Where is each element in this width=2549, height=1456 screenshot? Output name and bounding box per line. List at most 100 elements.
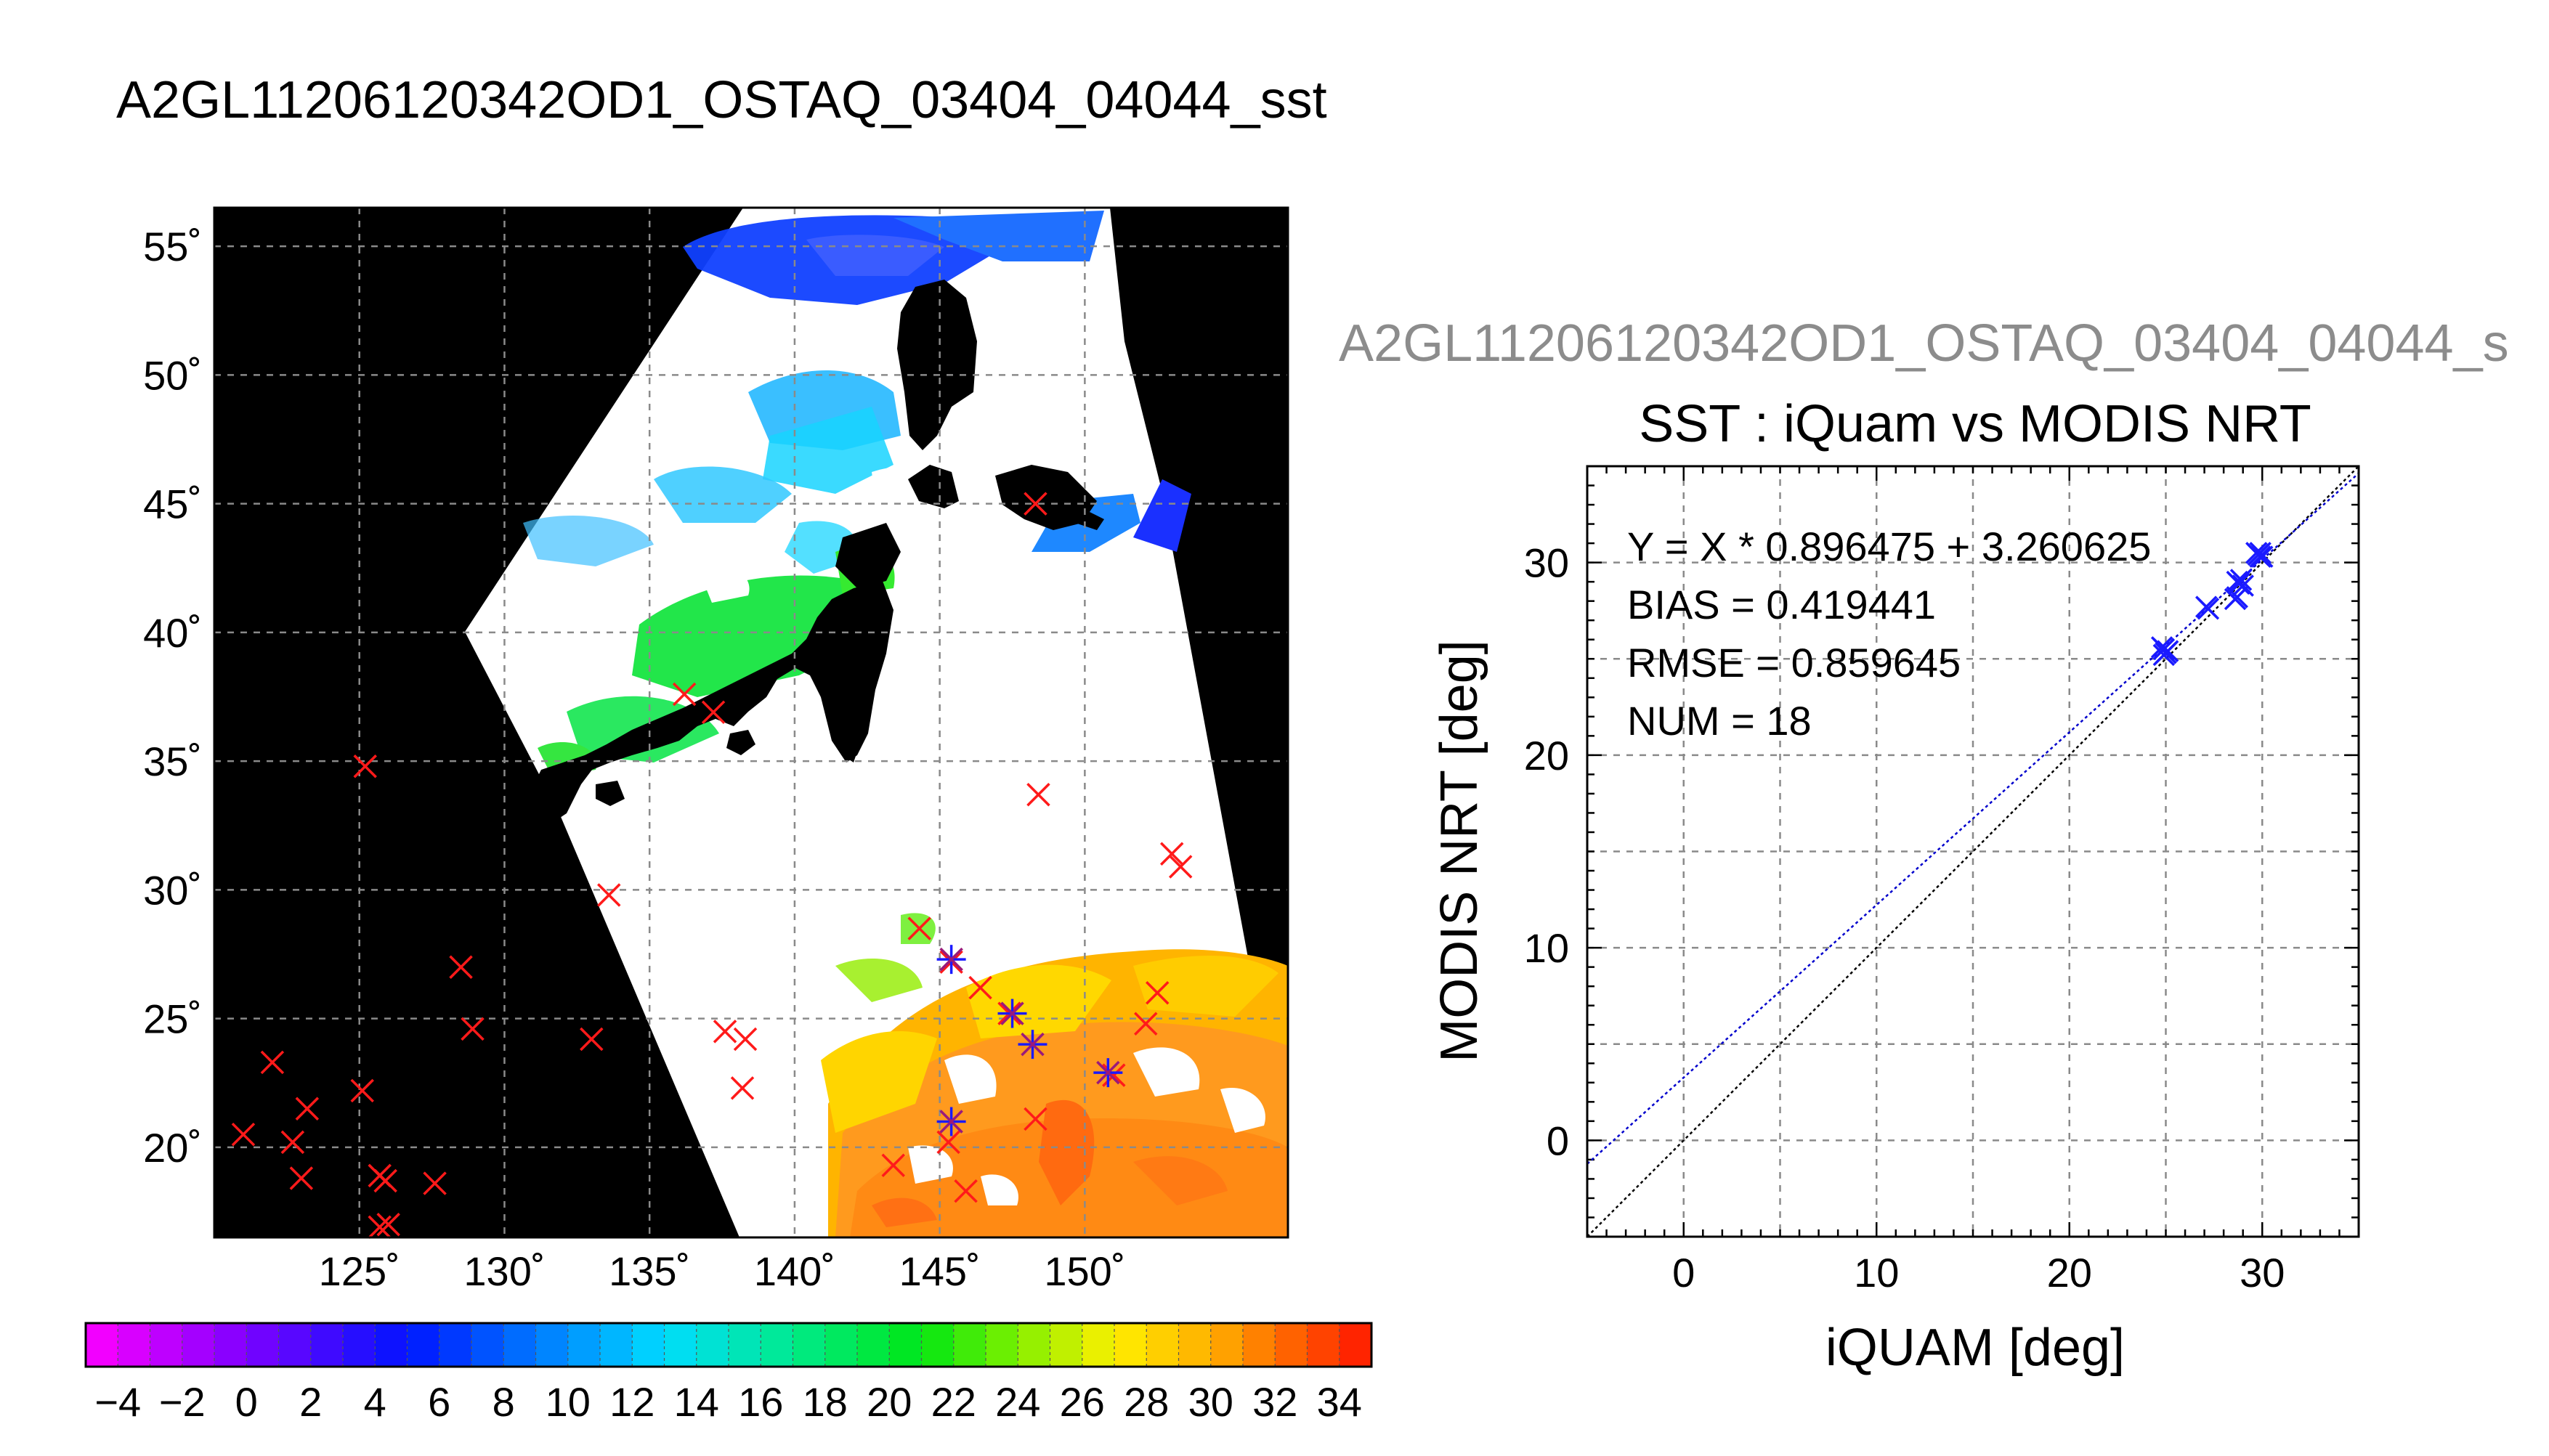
map-insitu-marker [597, 883, 621, 907]
map-frame [213, 206, 1289, 1239]
map-lat-label: 45˚ [143, 481, 202, 527]
colorbar-tick-label: 20 [867, 1379, 912, 1425]
colorbar-tick-label: 12 [609, 1379, 655, 1425]
scatter-point [2226, 570, 2248, 593]
map-insitu-marker [672, 682, 697, 707]
map-insitu-marker [423, 1171, 447, 1195]
colorbar-cell [729, 1323, 761, 1367]
colorbar-cell [182, 1323, 215, 1367]
colorbar-cell [761, 1323, 794, 1367]
colorbar-tick-label: 14 [674, 1379, 719, 1425]
scatter-annotation: RMSE = 0.859645 [1627, 640, 1961, 686]
scatter-y-axis-label: MODIS NRT [deg] [1430, 640, 1488, 1062]
map-lon-label: 150˚ [1044, 1248, 1125, 1294]
map-insitu-marker [1026, 783, 1050, 807]
scatter-annotations: Y = X * 0.896475 + 3.260625 BIAS = 0.4194… [1627, 524, 2151, 744]
scatter-point [2251, 545, 2274, 568]
colorbar-cell [600, 1323, 633, 1367]
map-insitu-marker [954, 1179, 978, 1203]
map-insitu-marker [1168, 855, 1193, 879]
map-insitu-marker [350, 1078, 374, 1103]
colorbar-tick-label: 22 [931, 1379, 976, 1425]
colorbar-cell [1018, 1323, 1051, 1367]
colorbar-cell [664, 1323, 697, 1367]
scatter-y-tick-label: 20 [1524, 733, 1569, 778]
colorbar-cell [1050, 1323, 1083, 1367]
scatter-x-tick-label: 30 [2240, 1250, 2285, 1296]
colorbar-cell [953, 1323, 986, 1367]
map-matchup-markers [936, 945, 1123, 1136]
colorbar-cell [1243, 1323, 1276, 1367]
map-insitu-marker [231, 1122, 256, 1147]
colorbar-tick-label: 34 [1317, 1379, 1362, 1425]
map-lat-label: 50˚ [143, 352, 202, 398]
colorbar-cell [632, 1323, 665, 1367]
map-matchup-cross [1096, 1060, 1120, 1085]
map-matchup-marker [1093, 1058, 1123, 1088]
map-insitu-marker [1102, 1063, 1126, 1087]
map-insitu-marker [730, 1076, 755, 1100]
scatter-plot: SST : iQuam vs MODIS NRT 0 10 20 30 0 10 20 30… [1430, 395, 2360, 1377]
colorbar-tick-label: 16 [738, 1379, 783, 1425]
colorbar-tick-label: −2 [159, 1379, 206, 1425]
colorbar-cell [1307, 1323, 1340, 1367]
colorbar-cell [1339, 1323, 1372, 1367]
scatter-grid [1587, 466, 2359, 1237]
colorbar-cell [150, 1323, 183, 1367]
colorbar-cell [118, 1323, 151, 1367]
map-insitu-marker [701, 700, 726, 725]
map-lat-label: 25˚ [143, 996, 202, 1042]
colorbar-cell [278, 1323, 312, 1367]
map-insitu-marker [1159, 842, 1184, 866]
sst-map: 125˚ 130˚ 135˚ 140˚ 145˚ 150˚ 20˚ 25˚ 30˚ 35˚ 40˚… [143, 206, 1289, 1294]
scatter-annotation: Y = X * 0.896475 + 3.260625 [1627, 524, 2151, 569]
scatter-point [2152, 638, 2176, 661]
scatter-frame [1586, 465, 2360, 1238]
scatter-point [2229, 569, 2253, 591]
colorbar-tick-label: 18 [803, 1379, 848, 1425]
colorbar-tick-label: 4 [364, 1379, 386, 1425]
map-insitu-marker [373, 1168, 397, 1193]
colorbar-cell [1146, 1323, 1180, 1367]
map-lat-label: 20˚ [143, 1125, 202, 1171]
map-matchup-marker [936, 1107, 966, 1136]
map-insitu-marker [968, 975, 992, 1000]
scatter-x-axis-label: iQUAM [deg] [1825, 1319, 2125, 1377]
colorbar-cell [86, 1323, 118, 1367]
colorbar-cell [503, 1323, 537, 1367]
map-lon-label: 145˚ [899, 1248, 981, 1294]
colorbar-cell [407, 1323, 440, 1367]
scatter-point [2226, 586, 2248, 609]
map-matchup-marker [1018, 1030, 1047, 1060]
map-lat-label: 30˚ [143, 867, 202, 913]
map-insitu-marker [289, 1166, 314, 1190]
scatter-annotation: NUM = 18 [1627, 698, 1812, 744]
scatter-point [2152, 643, 2176, 667]
colorbar-cell [824, 1323, 858, 1367]
map-insitu-marker [280, 1130, 305, 1155]
colorbar-cell [1114, 1323, 1147, 1367]
colorbar-cell [696, 1323, 729, 1367]
map-lat-label: 55˚ [143, 224, 202, 269]
colorbar-tick-label: 2 [299, 1379, 322, 1425]
colorbar-cell [246, 1323, 280, 1367]
map-insitu-marker [1024, 492, 1047, 516]
map-imagery [465, 208, 1288, 1237]
colorbar-tick-label: 28 [1124, 1379, 1169, 1425]
map-matchup-cross [1021, 1032, 1045, 1057]
map-insitu-marker [1146, 980, 1170, 1005]
map-insitu-marker [881, 1153, 905, 1177]
colorbar-cell [535, 1323, 569, 1367]
colorbar-cell [567, 1323, 601, 1367]
scatter-points [2150, 542, 2274, 667]
colorbar-cell [889, 1323, 923, 1367]
colorbar-cell [375, 1323, 408, 1367]
colorbar-cell [793, 1323, 826, 1367]
map-lon-label: 130˚ [463, 1248, 545, 1294]
map-lon-label: 140˚ [754, 1248, 835, 1294]
map-matchup-cross [939, 1110, 963, 1134]
colorbar-cell [310, 1323, 344, 1367]
scatter-x-tick-label: 0 [1672, 1250, 1695, 1296]
